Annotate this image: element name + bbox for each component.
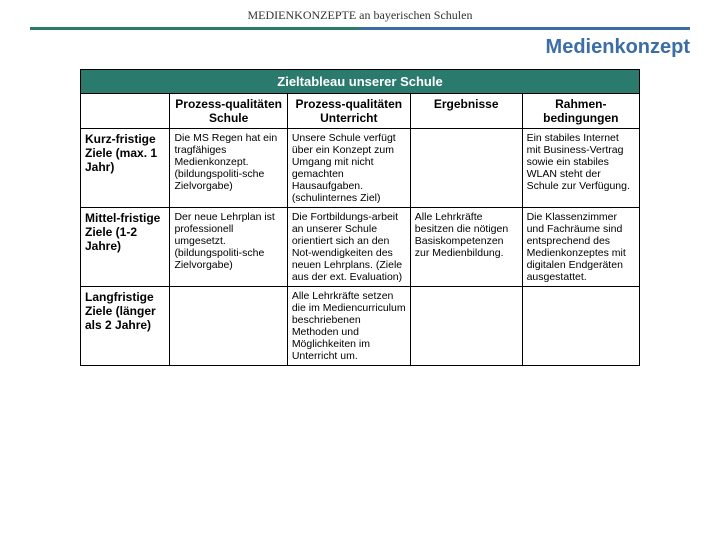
table-row: Kurz-fristige Ziele (max. 1 Jahr) Die MS… — [81, 129, 640, 208]
table-container: Zieltableau unserer Schule Prozess-quali… — [0, 69, 720, 366]
cell — [170, 287, 287, 366]
table-header-row: Prozess-qualitäten Schule Prozess-qualit… — [81, 94, 640, 129]
goal-table: Zieltableau unserer Schule Prozess-quali… — [80, 69, 640, 366]
col-header-prozess-unterricht: Prozess-qualitäten Unterricht — [287, 94, 410, 129]
col-header-blank — [81, 94, 170, 129]
col-header-ergebnisse: Ergebnisse — [410, 94, 522, 129]
col-header-rahmen: Rahmen-bedingungen — [522, 94, 639, 129]
cell: Alle Lehrkräfte setzen die im Mediencurr… — [287, 287, 410, 366]
cell: Ein stabiles Internet mit Business-Vertr… — [522, 129, 639, 208]
cell: Die Fortbildungs-arbeit an unserer Schul… — [287, 208, 410, 287]
cell: Die MS Regen hat ein tragfähiges Medienk… — [170, 129, 287, 208]
page-title: Medienkonzept — [0, 30, 720, 69]
table-row: Langfristige Ziele (länger als 2 Jahre) … — [81, 287, 640, 366]
row-label-lang: Langfristige Ziele (länger als 2 Jahre) — [81, 287, 170, 366]
cell: Unsere Schule verfügt über ein Konzept z… — [287, 129, 410, 208]
row-label-kurz: Kurz-fristige Ziele (max. 1 Jahr) — [81, 129, 170, 208]
row-label-mittel: Mittel-fristige Ziele (1-2 Jahre) — [81, 208, 170, 287]
cell — [522, 287, 639, 366]
table-row: Mittel-fristige Ziele (1-2 Jahre) Der ne… — [81, 208, 640, 287]
cell: Alle Lehrkräfte besitzen die nötigen Bas… — [410, 208, 522, 287]
cell: Die Klassenzimmer und Fachräume sind ent… — [522, 208, 639, 287]
cell: Der neue Lehrplan ist professionell umge… — [170, 208, 287, 287]
col-header-prozess-schule: Prozess-qualitäten Schule — [170, 94, 287, 129]
page-header: MEDIENKONZEPTE an bayerischen Schulen — [0, 0, 720, 27]
cell — [410, 129, 522, 208]
table-title: Zieltableau unserer Schule — [81, 70, 640, 94]
cell — [410, 287, 522, 366]
